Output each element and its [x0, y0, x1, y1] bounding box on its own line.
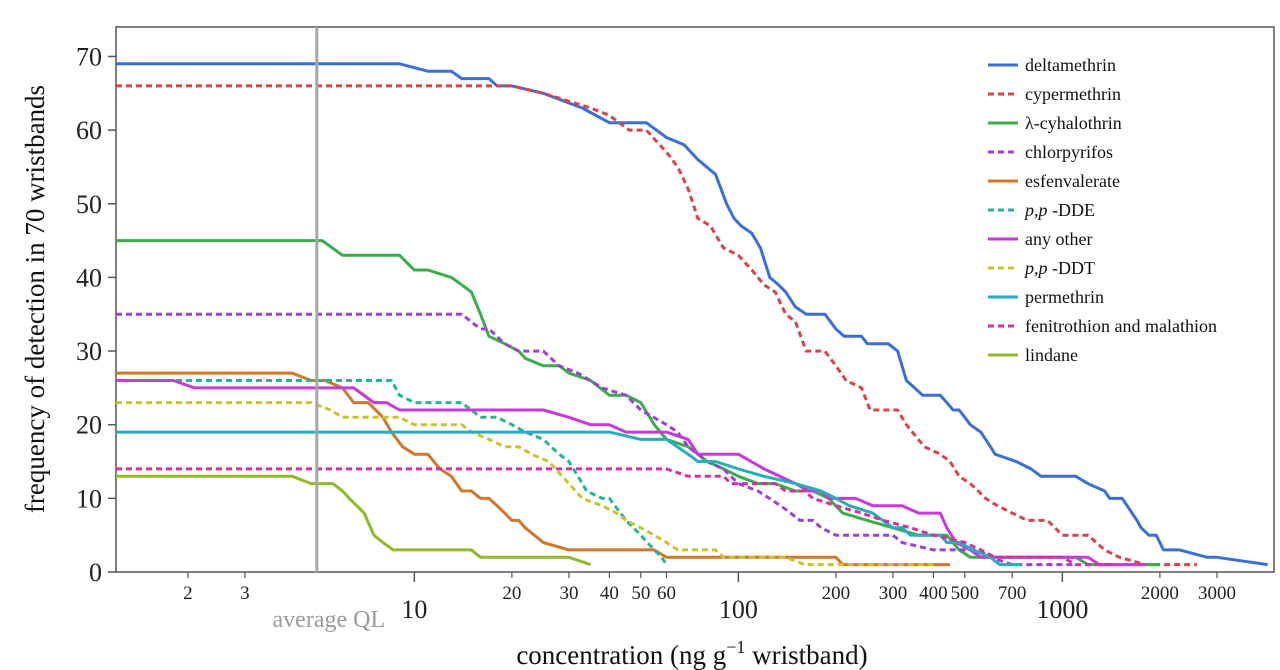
series-line-6: [116, 379, 1146, 567]
x-minor-tick-label-0: 2: [183, 583, 193, 604]
average-ql-label: average QL: [273, 607, 386, 633]
y-tick-label-0: 0: [89, 558, 102, 587]
x-major-tick-label-0: 10: [401, 595, 427, 624]
y-tick-label-5: 50: [76, 190, 102, 219]
series-line-1: [116, 84, 1197, 567]
series-line-5: [116, 379, 668, 566]
x-axis-title-tail: wristband): [745, 640, 867, 670]
legend-label-3: chlorpyrifos: [1025, 142, 1113, 162]
series-line-2: [116, 239, 1160, 567]
series-line-9: [116, 467, 1110, 567]
x-minor-tick-label-7: 200: [822, 583, 851, 604]
legend-label-5: p,p -DDE: [1023, 200, 1095, 220]
x-minor-tick-label-10: 500: [951, 583, 980, 604]
y-axis: 0 10 20 30 40 50 60 70: [76, 42, 116, 587]
legend-label-6: any other: [1025, 229, 1092, 249]
x-minor-tick-label-1: 3: [240, 583, 250, 604]
series-line-0: [116, 62, 1268, 567]
x-minor-tick-label-2: 20: [502, 583, 521, 604]
legend-label-0: deltamethrin: [1025, 55, 1116, 75]
x-major-tick-label-1: 100: [719, 595, 758, 624]
x-major-tick-label-2: 1000: [1036, 595, 1088, 624]
legend-label-9: fenitrothion and malathion: [1025, 316, 1217, 336]
legend-label-7: p,p -DDT: [1023, 258, 1095, 278]
average-ql-marker: average QL: [273, 27, 386, 633]
x-axis-title-superscript: −1: [726, 637, 745, 657]
y-axis-title: frequency of detection in 70 wristbands: [20, 85, 50, 513]
y-tick-label-7: 70: [76, 42, 102, 71]
legend: deltamethrin cypermethrin λ-cyhalothrin chl…: [988, 55, 1217, 365]
series-line-8: [116, 430, 1022, 567]
x-axis-title-main: concentration (ng g: [516, 640, 726, 670]
x-minor-tick-label-9: 400: [919, 583, 948, 604]
x-axis: 2 3 20 30 40 50 60 200 300 400 500 700 2000 3000 10 100…: [183, 572, 1236, 624]
x-minor-tick-label-3: 30: [559, 583, 578, 604]
legend-label-4: esfenvalerate: [1025, 171, 1120, 191]
legend-label-1: cypermethrin: [1025, 84, 1121, 104]
x-minor-tick-label-13: 3000: [1198, 583, 1236, 604]
y-tick-label-1: 10: [76, 484, 102, 513]
x-minor-tick-label-5: 50: [631, 583, 650, 604]
x-axis-title: concentration (ng g−1 wristband): [516, 637, 867, 670]
series-layer: [116, 62, 1268, 567]
x-minor-tick-label-12: 2000: [1141, 583, 1179, 604]
series-line-10: [116, 474, 592, 567]
plot-frame: [115, 26, 1275, 573]
series-line-4: [116, 371, 950, 567]
legend-label-8: permethrin: [1025, 287, 1104, 307]
y-tick-label-4: 40: [76, 263, 102, 292]
series-line-7: [116, 401, 934, 567]
series-line-3: [116, 312, 1076, 567]
y-tick-label-6: 60: [76, 116, 102, 145]
x-minor-tick-label-4: 40: [600, 583, 619, 604]
legend-label-10: lindane: [1025, 345, 1078, 365]
x-minor-tick-label-11: 700: [998, 583, 1027, 604]
y-tick-label-3: 30: [76, 337, 102, 366]
x-minor-tick-label-8: 300: [879, 583, 908, 604]
x-minor-tick-label-6: 60: [657, 583, 676, 604]
y-tick-label-2: 20: [76, 411, 102, 440]
legend-label-2: λ-cyhalothrin: [1025, 113, 1122, 133]
